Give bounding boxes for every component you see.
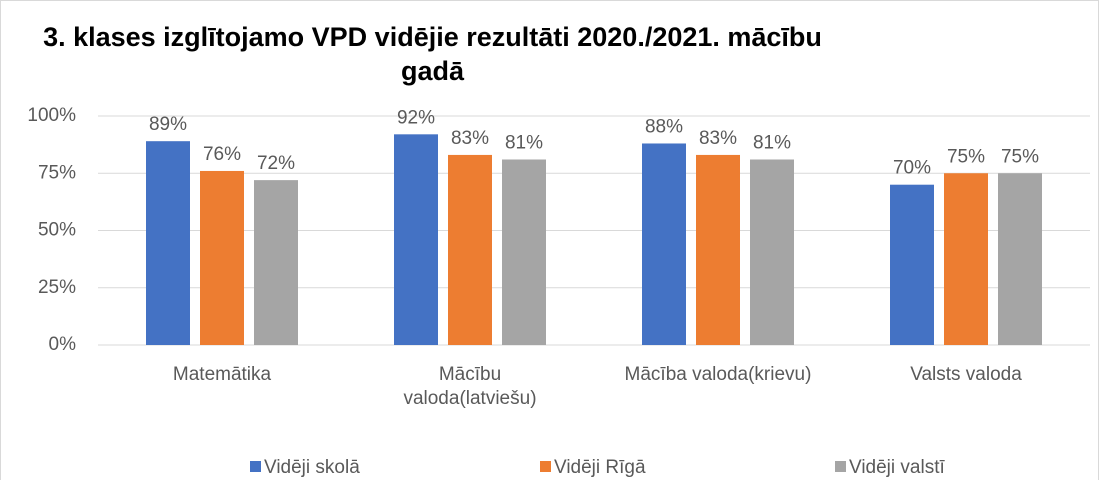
- x-tick-label: Matemātika: [172, 364, 272, 385]
- chart-title: 3. klases izglītojamo VPD vidējie rezult…: [43, 22, 822, 86]
- data-label: 83%: [451, 128, 489, 149]
- bar: [502, 159, 546, 345]
- legend-swatch: [540, 461, 551, 472]
- bar: [944, 173, 988, 345]
- data-label: 70%: [893, 158, 931, 179]
- legend-label: Vidēji valstī: [849, 457, 945, 478]
- data-label: 75%: [947, 146, 985, 167]
- data-label: 83%: [699, 128, 737, 149]
- data-label: 81%: [753, 133, 791, 154]
- data-label: 89%: [149, 114, 187, 135]
- bar: [448, 154, 492, 345]
- data-label: 92%: [397, 107, 435, 128]
- data-label: 88%: [645, 116, 683, 137]
- legend-label: Vidēji Rīgā: [554, 457, 646, 478]
- data-label: 75%: [1001, 146, 1039, 167]
- y-tick-label: 25%: [38, 277, 76, 298]
- y-tick-label: 50%: [38, 220, 76, 241]
- legend-swatch: [250, 461, 261, 472]
- legend-label: Vidēji skolā: [264, 457, 360, 478]
- x-tick-label: Mācību valoda(latviešu): [403, 364, 537, 409]
- bar: [696, 154, 740, 345]
- y-tick-label: 75%: [38, 162, 76, 183]
- data-label: 72%: [257, 153, 295, 174]
- bar: [642, 143, 686, 345]
- bar: [254, 180, 298, 345]
- data-label: 76%: [203, 144, 241, 165]
- x-tick-label: Mācība valoda(krievu): [624, 364, 812, 385]
- bar: [998, 173, 1042, 345]
- bar: [394, 134, 438, 345]
- bar: [146, 141, 190, 345]
- y-tick-label: 100%: [27, 105, 76, 126]
- bar: [200, 170, 244, 345]
- x-tick-label: Valsts valoda: [910, 364, 1022, 385]
- y-tick-label: 0%: [49, 334, 77, 355]
- bar: [750, 159, 794, 345]
- legend-swatch: [835, 461, 846, 472]
- bar: [890, 184, 934, 345]
- data-label: 81%: [505, 133, 543, 154]
